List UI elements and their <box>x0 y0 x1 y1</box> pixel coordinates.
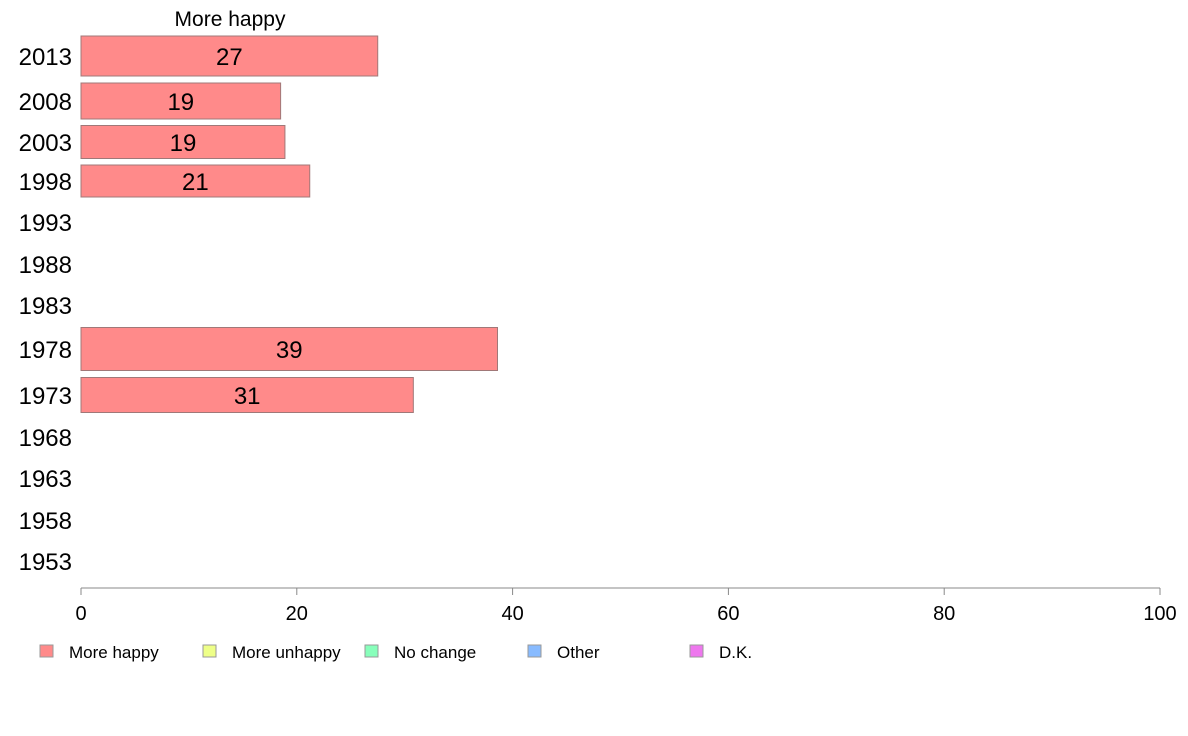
x-tick-label: 60 <box>717 603 739 625</box>
y-tick-label: 1993 <box>19 210 72 237</box>
x-tick-label: 20 <box>286 603 308 625</box>
bar-more-happy <box>80 35 379 77</box>
legend-label: Other <box>557 643 600 662</box>
y-axis-labels: 2013 2008 2003 1998 1993 1988 1983 1978 1973 1968… <box>19 44 72 576</box>
legend: More happy More unhappy No change Other D.K. <box>39 643 752 662</box>
bar-value-label: 19 <box>170 130 197 157</box>
bar-value-label: 39 <box>276 337 303 364</box>
y-tick-label: 1963 <box>19 466 72 493</box>
bar-more-happy <box>80 125 286 159</box>
panel-title: More happy <box>175 8 286 31</box>
y-tick-label: 1998 <box>19 169 72 196</box>
bar-more-happy <box>80 164 311 198</box>
x-tick-label: 40 <box>501 603 523 625</box>
legend-swatch <box>202 644 217 658</box>
y-tick-label: 2003 <box>19 130 72 157</box>
x-tick-label: 100 <box>1143 603 1176 625</box>
legend-swatch <box>527 644 542 658</box>
legend-label: More happy <box>69 643 159 662</box>
bar-value-label: 21 <box>182 169 209 196</box>
legend-swatch <box>39 644 54 658</box>
y-tick-label: 1978 <box>19 337 72 364</box>
y-tick-label: 2013 <box>19 44 72 71</box>
y-tick-label: 1988 <box>19 252 72 279</box>
y-tick-label: 1973 <box>19 383 72 410</box>
x-axis: 0 20 40 60 80 100 <box>75 587 1177 625</box>
bar-value-label: 31 <box>234 383 261 410</box>
bar-more-happy <box>80 327 498 371</box>
bar-more-happy <box>80 82 282 120</box>
x-tick-label: 0 <box>75 603 86 625</box>
bar-value-label: 19 <box>167 89 194 116</box>
legend-swatch <box>689 644 704 658</box>
y-tick-label: 1983 <box>19 293 72 320</box>
bars-layer: 27 19 19 21 39 31 <box>80 35 498 413</box>
x-tick-label: 80 <box>933 603 955 625</box>
legend-label: No change <box>394 643 476 662</box>
legend-label: More unhappy <box>232 643 341 662</box>
bar-more-happy <box>80 377 414 413</box>
y-tick-label: 1968 <box>19 425 72 452</box>
legend-swatch <box>364 644 379 658</box>
y-tick-label: 2008 <box>19 89 72 116</box>
legend-label: D.K. <box>719 643 752 662</box>
y-tick-label: 1953 <box>19 549 72 576</box>
y-tick-label: 1958 <box>19 508 72 535</box>
bar-value-label: 27 <box>216 44 243 71</box>
